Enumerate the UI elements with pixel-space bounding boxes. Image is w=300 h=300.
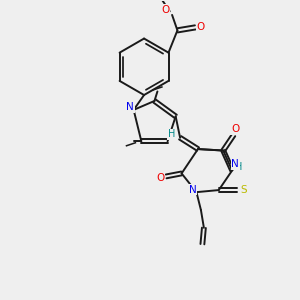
- Text: H: H: [235, 163, 242, 172]
- Text: S: S: [240, 185, 247, 195]
- Text: O: O: [196, 22, 205, 32]
- Text: H: H: [167, 129, 175, 139]
- Text: N: N: [126, 102, 134, 112]
- Text: O: O: [231, 124, 239, 134]
- Text: O: O: [156, 173, 164, 183]
- Text: N: N: [231, 159, 239, 169]
- Text: N: N: [189, 185, 197, 195]
- Text: O: O: [161, 4, 170, 15]
